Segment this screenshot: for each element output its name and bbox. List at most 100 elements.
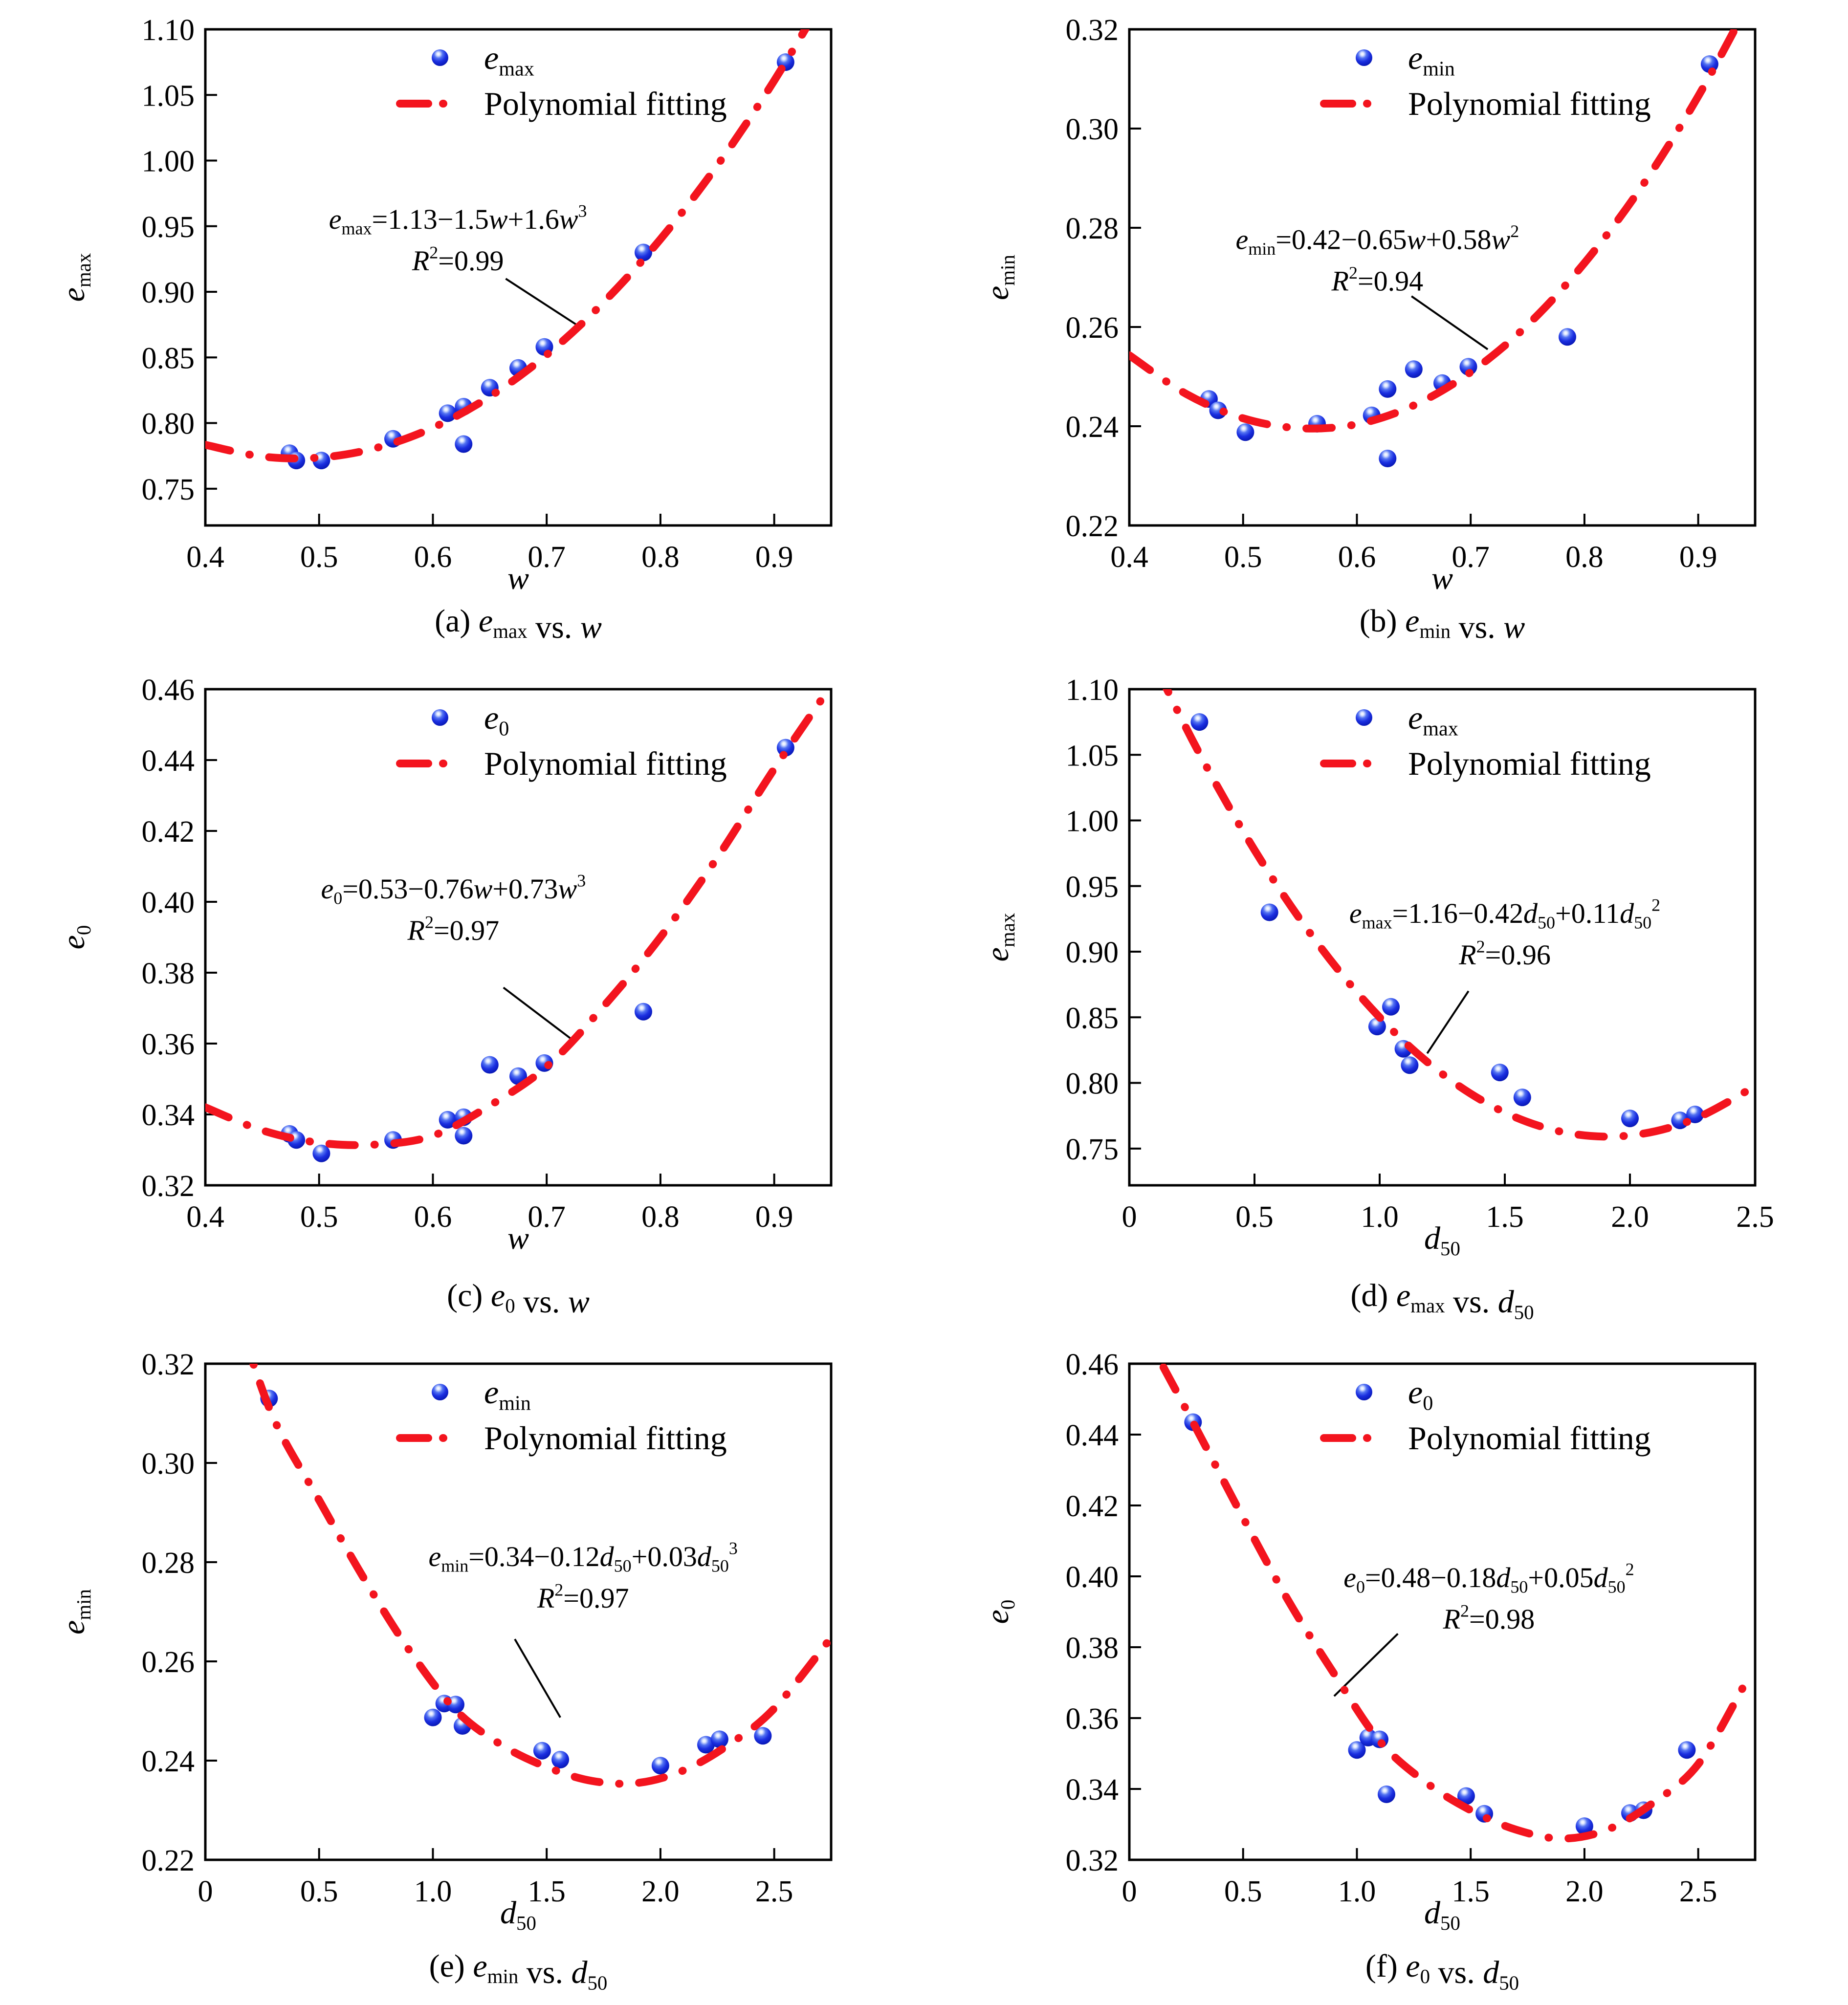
x-axis-tick-label: 2.5: [1679, 1875, 1717, 1908]
x-axis-label: d50: [1424, 1895, 1460, 1934]
y-axis-tick-label: 0.22: [142, 1844, 195, 1877]
legend-marker-sphere: [1356, 49, 1372, 66]
subplot-caption: (b) emin vs. w: [1360, 603, 1525, 645]
y-axis-tick-label: 0.26: [142, 1646, 195, 1679]
x-axis-tick-label: 1.5: [528, 1875, 566, 1908]
y-axis-tick-label: 0.34: [142, 1099, 195, 1132]
x-axis-tick-label: 1.0: [1338, 1875, 1376, 1908]
data-point: [1405, 360, 1423, 378]
equation-line-1: emin=0.34−0.12d50+0.03d503: [428, 1539, 737, 1576]
subplot-e: 0 0.5 1.0 1.5 2.0 2.5 0.22 0.24 0.26 0.28 0.30 0.32…: [56, 1348, 833, 1994]
data-point: [1379, 450, 1397, 467]
subplot-d: 0 0.5 1.0 1.5 2.0 2.5 0.75 0.80 0.85 0.90 0.95 1.00…: [980, 674, 1774, 1323]
data-point: [635, 1002, 652, 1021]
data-point: [455, 435, 473, 453]
fit-curve: [1159, 1364, 1748, 1843]
y-axis-tick-label: 0.30: [142, 1447, 195, 1481]
x-axis-tick-label: 0.5: [1235, 1200, 1274, 1234]
data-point: [1382, 998, 1400, 1016]
legend-label-series: emin: [484, 1373, 531, 1415]
y-axis-label: emin: [56, 1589, 95, 1635]
legend-label-fit: Polynomial fitting: [1408, 85, 1651, 122]
x-axis-tick-label: 2.0: [1565, 1875, 1604, 1908]
equation-line-1: e0=0.53−0.76w+0.73w3: [321, 871, 586, 908]
subplot-caption: (a) emax vs. w: [435, 603, 602, 645]
y-axis-tick-label: 0.44: [1066, 1419, 1119, 1452]
plot-frame: [204, 688, 833, 1187]
subplot-cell-a: 0.4 0.5 0.6 0.7 0.8 0.9 0.75 0.80 0.85 0.90 0.95 1.…: [0, 0, 924, 660]
subplot-f: 0 0.5 1.0 1.5 2.0 2.5 0.32 0.34 0.36 0.38 0.40 0.42…: [980, 1348, 1757, 1994]
y-axis-tick-label: 0.95: [142, 211, 195, 244]
annotation-pointer-line: [1426, 990, 1470, 1054]
data-point: [1378, 1785, 1395, 1803]
subplot-cell-b: 0.4 0.5 0.6 0.7 0.8 0.9 0.22 0.24 0.26 0.28 0.30 0.…: [924, 0, 1848, 660]
x-axis-tick-label: 2.0: [1611, 1200, 1649, 1234]
data-point: [1559, 328, 1576, 346]
plot-frame: [204, 28, 833, 527]
legend-label-series: e0: [484, 699, 509, 741]
x-axis-tick-label: 0.8: [1565, 541, 1604, 574]
x-axis-tick-label: 0.9: [755, 1200, 793, 1234]
x-axis-label: w: [507, 1220, 529, 1256]
data-point: [754, 1727, 772, 1745]
y-axis-tick-label: 0.38: [1066, 1632, 1119, 1665]
y-axis-tick-label: 0.90: [1066, 936, 1119, 969]
data-point: [635, 243, 652, 262]
equation-line-1: emax=1.13−1.5w+1.6w3: [329, 201, 587, 239]
legend-label-fit: Polynomial fitting: [484, 85, 727, 122]
subplot-caption: (f) e0 vs. d50: [1365, 1948, 1519, 1994]
x-axis-tick-label: 2.5: [1736, 1200, 1774, 1234]
y-axis-tick-label: 1.00: [142, 145, 195, 178]
legend-marker-sphere: [432, 709, 448, 726]
equation-line-2: R2=0.94: [1331, 263, 1424, 297]
equation-line-2: R2=0.98: [1443, 1601, 1535, 1635]
annotation-pointer-line: [514, 1638, 561, 1718]
y-axis-label: e0: [56, 925, 95, 950]
data-point: [312, 1144, 330, 1162]
plot-frame: [1128, 1362, 1757, 1861]
x-axis-tick-label: 0.9: [1679, 541, 1717, 574]
y-axis-tick-label: 0.32: [1066, 1844, 1119, 1877]
y-axis-label: e0: [980, 1600, 1019, 1624]
data-point: [710, 1730, 728, 1748]
data-point: [1401, 1056, 1419, 1074]
y-axis-tick-label: 0.28: [1066, 212, 1119, 245]
legend-label-fit: Polynomial fitting: [484, 745, 727, 782]
subplot-b: 0.4 0.5 0.6 0.7 0.8 0.9 0.22 0.24 0.26 0.28 0.30 0.…: [980, 14, 1757, 645]
x-axis-tick-label: 0.6: [414, 1200, 452, 1234]
x-axis-tick-label: 0.7: [1452, 541, 1490, 574]
x-axis-label: d50: [500, 1895, 536, 1934]
data-point: [455, 1127, 473, 1145]
x-axis-tick-label: 2.0: [641, 1875, 680, 1908]
y-axis-label: emax: [980, 913, 1019, 962]
data-point: [551, 1751, 570, 1768]
y-axis-label: emin: [980, 255, 1019, 300]
x-axis-tick-label: 0.7: [528, 1200, 566, 1234]
y-axis-tick-label: 0.80: [142, 408, 195, 441]
data-point: [1513, 1089, 1531, 1107]
fit-curve: [1163, 689, 1755, 1141]
y-axis-tick-label: 0.26: [1066, 311, 1119, 345]
equation-line-2: R2=0.97: [407, 912, 500, 946]
data-point: [439, 404, 457, 422]
subplot-cell-f: 0 0.5 1.0 1.5 2.0 2.5 0.32 0.34 0.36 0.38 0.40 0.42…: [924, 1334, 1848, 2005]
equation-line-2: R2=0.99: [412, 243, 504, 277]
x-axis-tick-label: 1.0: [414, 1875, 452, 1908]
x-axis-tick-label: 0.8: [641, 1200, 680, 1234]
legend-label-series: emax: [484, 39, 534, 81]
y-axis-tick-label: 0.95: [1066, 871, 1119, 904]
data-point: [1348, 1741, 1366, 1759]
data-point: [424, 1708, 442, 1726]
x-axis-tick-label: 0.6: [414, 541, 452, 574]
annotation-pointer-line: [503, 986, 572, 1040]
x-axis-tick-label: 0.9: [755, 541, 793, 574]
data-point: [1368, 1018, 1386, 1036]
y-axis-tick-label: 0.40: [1066, 1561, 1119, 1594]
legend-label-series: emin: [1408, 39, 1455, 81]
fit-curve: [1129, 29, 1739, 433]
y-axis-tick-label: 0.32: [142, 1170, 195, 1203]
data-point: [1236, 423, 1254, 441]
equation-line-2: R2=0.97: [537, 1580, 629, 1614]
x-axis-tick-label: 0.8: [641, 541, 680, 574]
